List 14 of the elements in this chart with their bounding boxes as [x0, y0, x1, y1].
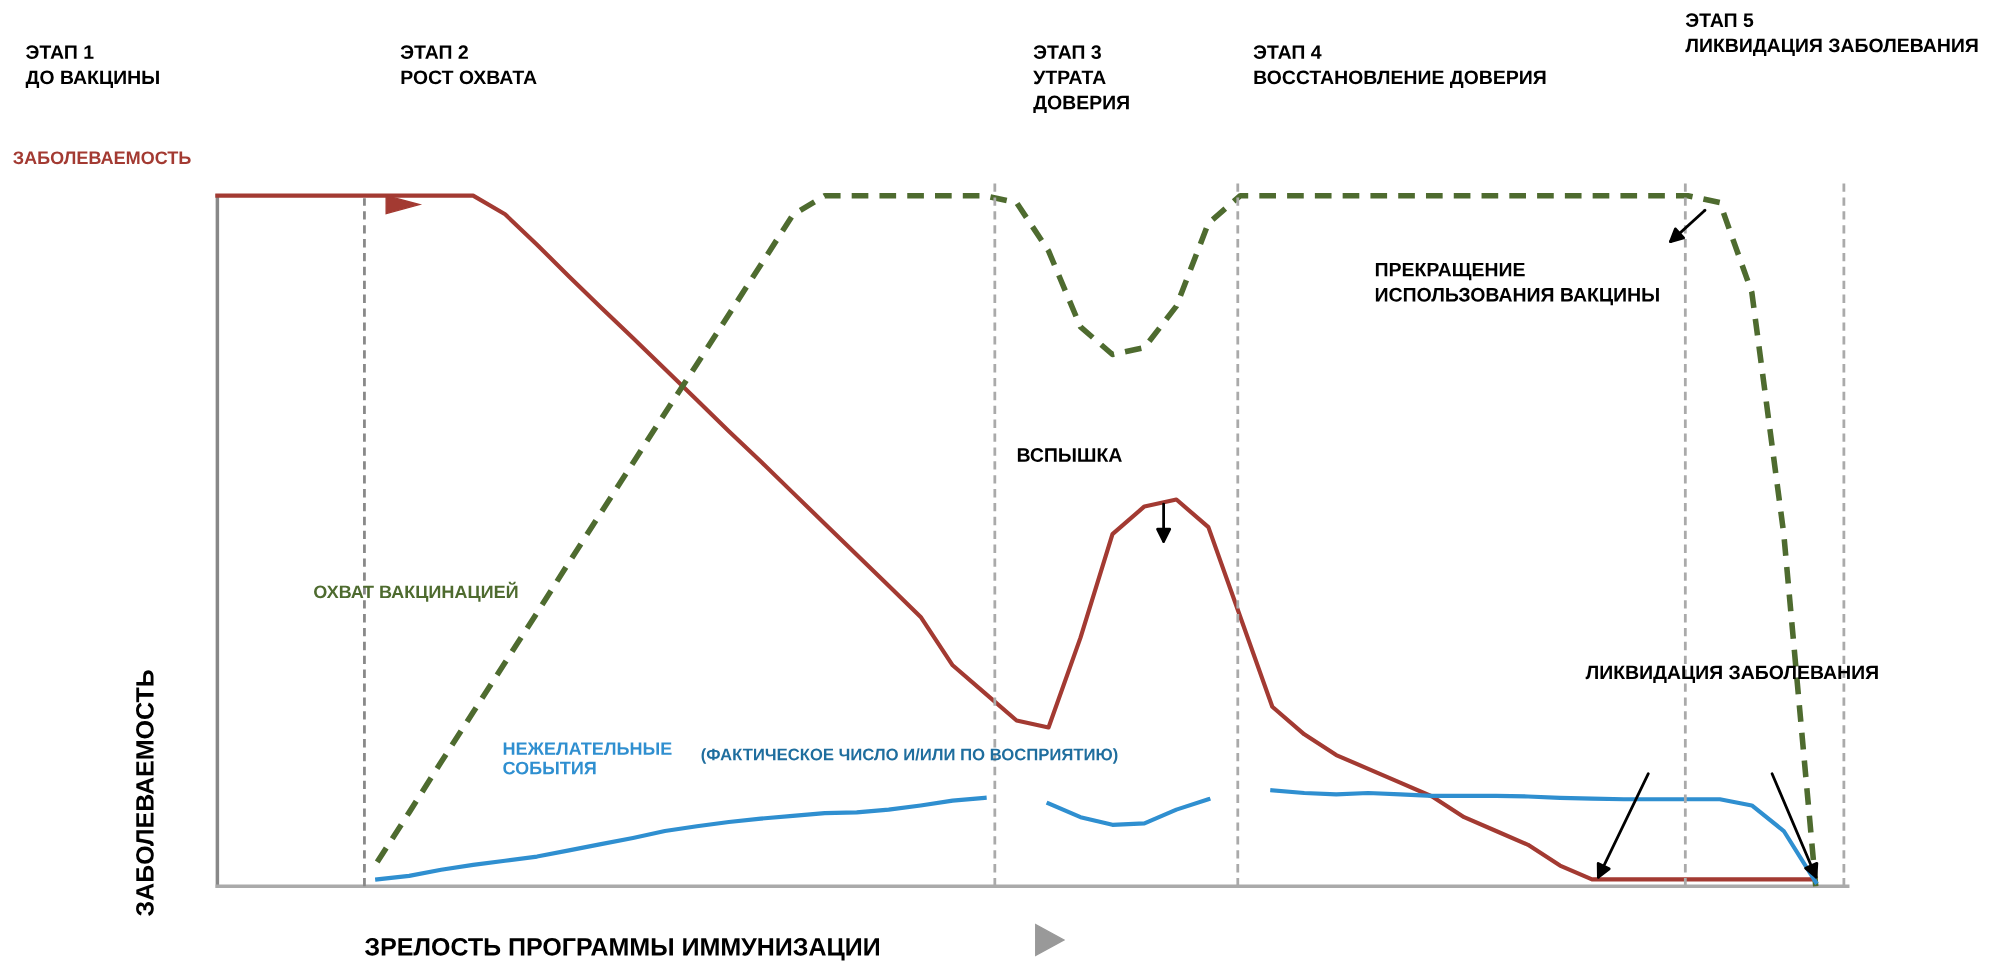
annotation: ЛИКВИДАЦИЯ ЗАБОЛЕВАНИЯ	[1585, 665, 1878, 683]
text: ЗАБОЛЕВАЕМОСТЬ	[13, 151, 191, 165]
annotation: ВСПЫШКА	[1017, 448, 1122, 462]
text: ЭТАП 2 РОСТ ОХВАТА	[400, 45, 537, 85]
annotation: ПРЕКРАЩЕНИЕ ИСПОЛЬЗОВАНИЯ ВАКЦИНЫ	[1375, 262, 1659, 306]
y-axis-title: ЗАБОЛЕВАЕМОСТЬ	[136, 670, 154, 916]
text: ЭТАП 4 ВОССТАНОВЛЕНИЕ ДОВЕРИЯ	[1253, 45, 1546, 88]
text: ЭТАП 3 УТРАТА ДОВЕРИЯ	[1033, 45, 1129, 114]
annotation: (ФАКТИЧЕСКОЕ ЧИСЛО И/ИЛИ ПО ВОСПРИЯТИЮ)	[701, 748, 1118, 764]
series-label: ОХВАТ ВАКЦИНАЦИЕЙ	[314, 581, 518, 602]
text: НЕЖЕЛАТЕЛЬНЫЕ СОБЫТИЯ	[503, 742, 672, 775]
x-axis-title: ЗРЕЛОСТЬ ПРОГРАММЫ ИММУНИЗАЦИИ	[364, 937, 880, 961]
text: ЭТАП 5 ЛИКВИДАЦИЯ ЗАБОЛЕВАНИЯ	[1685, 13, 1978, 56]
text: ЭТАП 1 ДО ВАКЦИНЫ	[25, 45, 159, 88]
